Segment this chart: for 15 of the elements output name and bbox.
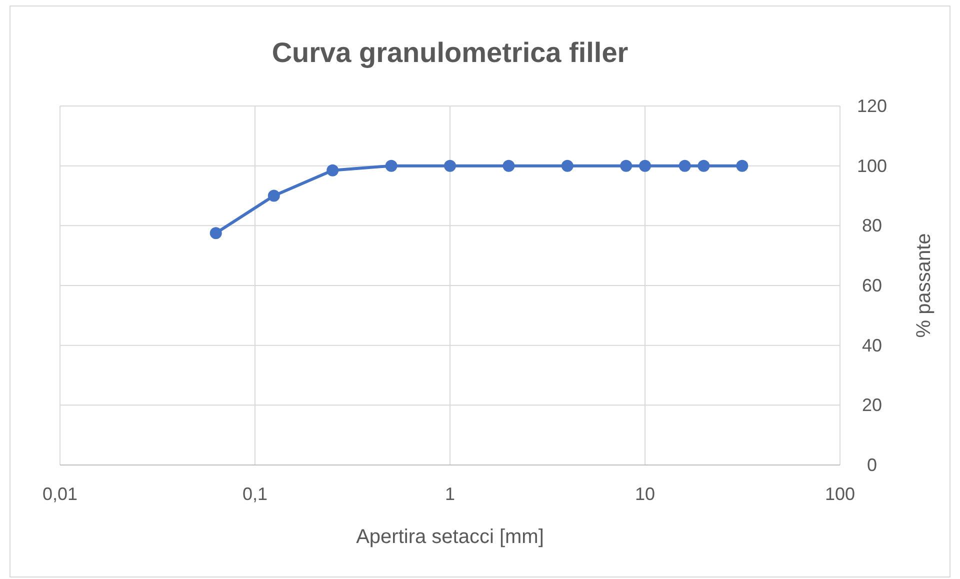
chart-title: Curva granulometrica filler (272, 37, 628, 68)
x-axis-title: Apertira setacci [mm] (356, 526, 544, 548)
y-tick-label: 40 (862, 335, 882, 356)
y-axis-title: % passante (913, 233, 935, 338)
y-tick-label: 20 (862, 395, 882, 416)
x-tick-label: 0,01 (42, 484, 78, 504)
y-tick-label: 80 (862, 216, 882, 236)
x-tick-label: 0,1 (242, 484, 268, 504)
x-tick-label: 10 (634, 484, 656, 504)
y-tick-label: 60 (862, 276, 882, 296)
x-tick-label: 100 (824, 484, 856, 504)
y-tick-label: 0 (866, 455, 878, 475)
y-tick-label: 120 (856, 96, 888, 116)
x-tick-label: 1 (444, 484, 456, 504)
y-tick-label: 100 (856, 156, 888, 176)
